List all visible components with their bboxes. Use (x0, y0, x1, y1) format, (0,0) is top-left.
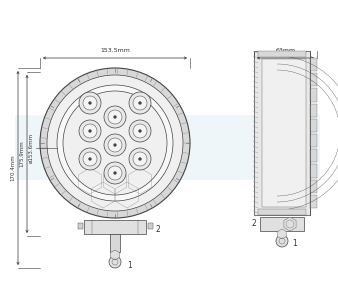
Circle shape (104, 106, 126, 128)
Bar (310, 180, 317, 193)
Bar (15, 115, 320, 180)
Text: 2: 2 (156, 224, 161, 233)
Bar (310, 88, 317, 102)
Bar (310, 195, 317, 208)
Text: 1: 1 (127, 260, 132, 269)
Text: 175.9mm: 175.9mm (19, 141, 24, 167)
Circle shape (133, 124, 147, 138)
Circle shape (139, 102, 142, 104)
Text: OVRS: OVRS (91, 138, 185, 166)
Circle shape (89, 129, 92, 132)
Circle shape (83, 124, 97, 138)
Circle shape (139, 157, 142, 161)
Bar (258, 51, 306, 57)
Bar (78, 223, 83, 229)
Bar (310, 104, 317, 117)
Text: 170.4mm: 170.4mm (10, 155, 15, 181)
Circle shape (276, 235, 288, 247)
Circle shape (40, 68, 190, 218)
Circle shape (104, 134, 126, 156)
Circle shape (114, 116, 117, 118)
Circle shape (89, 102, 92, 104)
Circle shape (47, 75, 183, 211)
Circle shape (114, 143, 117, 146)
Bar (254, 51, 310, 215)
Circle shape (129, 148, 151, 170)
Text: 2: 2 (251, 219, 256, 228)
Circle shape (129, 92, 151, 114)
Circle shape (129, 120, 151, 142)
Circle shape (108, 138, 122, 152)
Bar (310, 134, 317, 147)
Bar (258, 209, 306, 215)
Circle shape (133, 96, 147, 110)
Bar (110, 234, 120, 252)
Text: ø153.6mm: ø153.6mm (29, 133, 34, 163)
Bar (262, 59, 306, 207)
Circle shape (108, 166, 122, 180)
Circle shape (79, 148, 101, 170)
Bar (310, 119, 317, 132)
Bar (260, 217, 304, 231)
Bar (310, 73, 317, 86)
Bar (310, 58, 317, 71)
Text: 153.5mm: 153.5mm (100, 48, 130, 53)
Circle shape (83, 152, 97, 166)
Polygon shape (284, 217, 296, 231)
Circle shape (114, 171, 117, 175)
Polygon shape (111, 250, 119, 260)
Circle shape (83, 96, 97, 110)
Bar (310, 164, 317, 178)
Circle shape (57, 85, 173, 201)
Polygon shape (278, 229, 286, 239)
Circle shape (108, 110, 122, 124)
Circle shape (109, 256, 121, 268)
Circle shape (133, 152, 147, 166)
Circle shape (89, 157, 92, 161)
Bar (84, 220, 146, 234)
Bar (148, 223, 153, 229)
Circle shape (139, 129, 142, 132)
Circle shape (79, 120, 101, 142)
Text: 1: 1 (292, 239, 297, 249)
Circle shape (63, 91, 167, 195)
Bar (310, 149, 317, 162)
Text: 63mm: 63mm (275, 48, 295, 53)
Circle shape (104, 162, 126, 184)
Circle shape (79, 92, 101, 114)
